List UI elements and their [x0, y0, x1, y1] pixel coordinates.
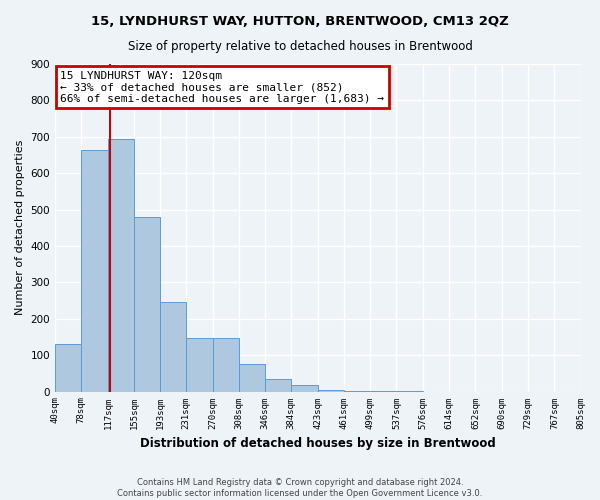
- Bar: [186, 338, 213, 392]
- Bar: [160, 302, 186, 392]
- Bar: [108, 138, 134, 392]
- Bar: [344, 391, 370, 392]
- Bar: [55, 344, 81, 392]
- Bar: [213, 338, 239, 392]
- X-axis label: Distribution of detached houses by size in Brentwood: Distribution of detached houses by size …: [140, 437, 496, 450]
- Bar: [134, 217, 160, 392]
- Bar: [265, 379, 292, 392]
- Text: 15 LYNDHURST WAY: 120sqm
← 33% of detached houses are smaller (852)
66% of semi-: 15 LYNDHURST WAY: 120sqm ← 33% of detach…: [60, 70, 384, 104]
- Bar: [292, 385, 318, 392]
- Text: 15, LYNDHURST WAY, HUTTON, BRENTWOOD, CM13 2QZ: 15, LYNDHURST WAY, HUTTON, BRENTWOOD, CM…: [91, 15, 509, 28]
- Bar: [239, 364, 265, 392]
- Y-axis label: Number of detached properties: Number of detached properties: [15, 140, 25, 316]
- Bar: [370, 391, 397, 392]
- Bar: [397, 391, 423, 392]
- Text: Contains HM Land Registry data © Crown copyright and database right 2024.
Contai: Contains HM Land Registry data © Crown c…: [118, 478, 482, 498]
- Text: Size of property relative to detached houses in Brentwood: Size of property relative to detached ho…: [128, 40, 472, 53]
- Bar: [81, 150, 108, 392]
- Bar: [318, 390, 344, 392]
